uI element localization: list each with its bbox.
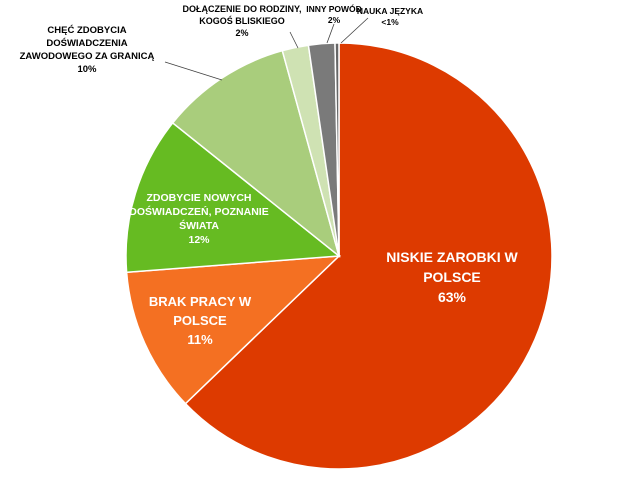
slice-category-label: DOŁĄCZENIE DO RODZINY, [182, 4, 301, 14]
slice-category-label: ŚWIATA [179, 219, 219, 232]
slice-label-nauka-jezyka: NAUKA JĘZYKA <1% [357, 6, 423, 27]
slice-value-label: 2% [235, 28, 248, 38]
slice-value-label: 2% [328, 15, 341, 25]
slice-value-label: 11% [187, 332, 213, 347]
pie-slice-zdobycie-nowych-doswiadczen-poznanie-swiata [125, 121, 341, 274]
leader-line [164, 61, 223, 81]
pie-labels: NISKIE ZAROBKI W POLSCE 63% BRAK PRACY W POL… [20, 3, 519, 347]
slice-category-label: POLSCE [173, 313, 227, 328]
slice-label-dolaczenie-do-rodziny-kogos-bliskiego: DOŁĄCZENIE DO RODZINY, KOGOŚ BLISKIEGO 2% [182, 4, 301, 38]
pie-slices [125, 42, 553, 470]
leader-line [326, 23, 335, 44]
slice-label-niskie-zarobki-w-polsce: NISKIE ZAROBKI W POLSCE 63% [386, 249, 518, 305]
slice-value-label: <1% [381, 17, 399, 27]
slice-category-label: NISKIE ZAROBKI W [386, 249, 518, 265]
pie-slice-brak-pracy-w-polsce [125, 255, 342, 405]
slice-value-label: 12% [188, 234, 210, 246]
pie-slice-chec-zdobycia-doswiadczenia-zawodowego-za-granica [171, 49, 341, 259]
pie-slice-niskie-zarobki-w-polsce [184, 42, 553, 470]
pie-slice-nauka-jezyka [334, 42, 340, 257]
slice-label-brak-pracy-w-polsce: BRAK PRACY W POLSCE 11% [149, 294, 252, 347]
slice-category-label: BRAK PRACY W [149, 294, 252, 309]
slice-value-label: 10% [77, 64, 97, 75]
slice-category-label: CHĘĆ ZDOBYCIA [47, 24, 126, 36]
slice-category-label: ZDOBYCIE NOWYCH [147, 192, 252, 204]
slice-category-label: INNY POWÓD [306, 3, 362, 14]
slice-category-label: NAUKA JĘZYKA [357, 6, 423, 16]
slice-value-label: 63% [438, 289, 467, 305]
slice-category-label: ZAWODOWEGO ZA GRANICĄ [20, 51, 155, 62]
leader-line [289, 31, 299, 49]
slice-label-chec-zdobycia-doswiadczenia-zawodowego-za-granica: CHĘĆ ZDOBYCIA DOŚWIADCZENIA ZAWODOWEGO ZA … [20, 24, 155, 75]
slice-category-label: DOŚWIADCZEŃ, POZNANIE [129, 205, 268, 218]
slice-label-zdobycie-nowych-doswiadczen-poznanie-swiata: ZDOBYCIE NOWYCH DOŚWIADCZEŃ, POZNANIE ŚWIA… [129, 192, 268, 246]
slice-category-label: DOŚWIADCZENIA [46, 37, 127, 49]
slice-category-label: POLSCE [423, 269, 481, 285]
slice-label-inny-powod: INNY POWÓD 2% [306, 3, 362, 25]
slice-category-label: KOGOŚ BLISKIEGO [199, 15, 285, 26]
leader-line [340, 17, 369, 44]
